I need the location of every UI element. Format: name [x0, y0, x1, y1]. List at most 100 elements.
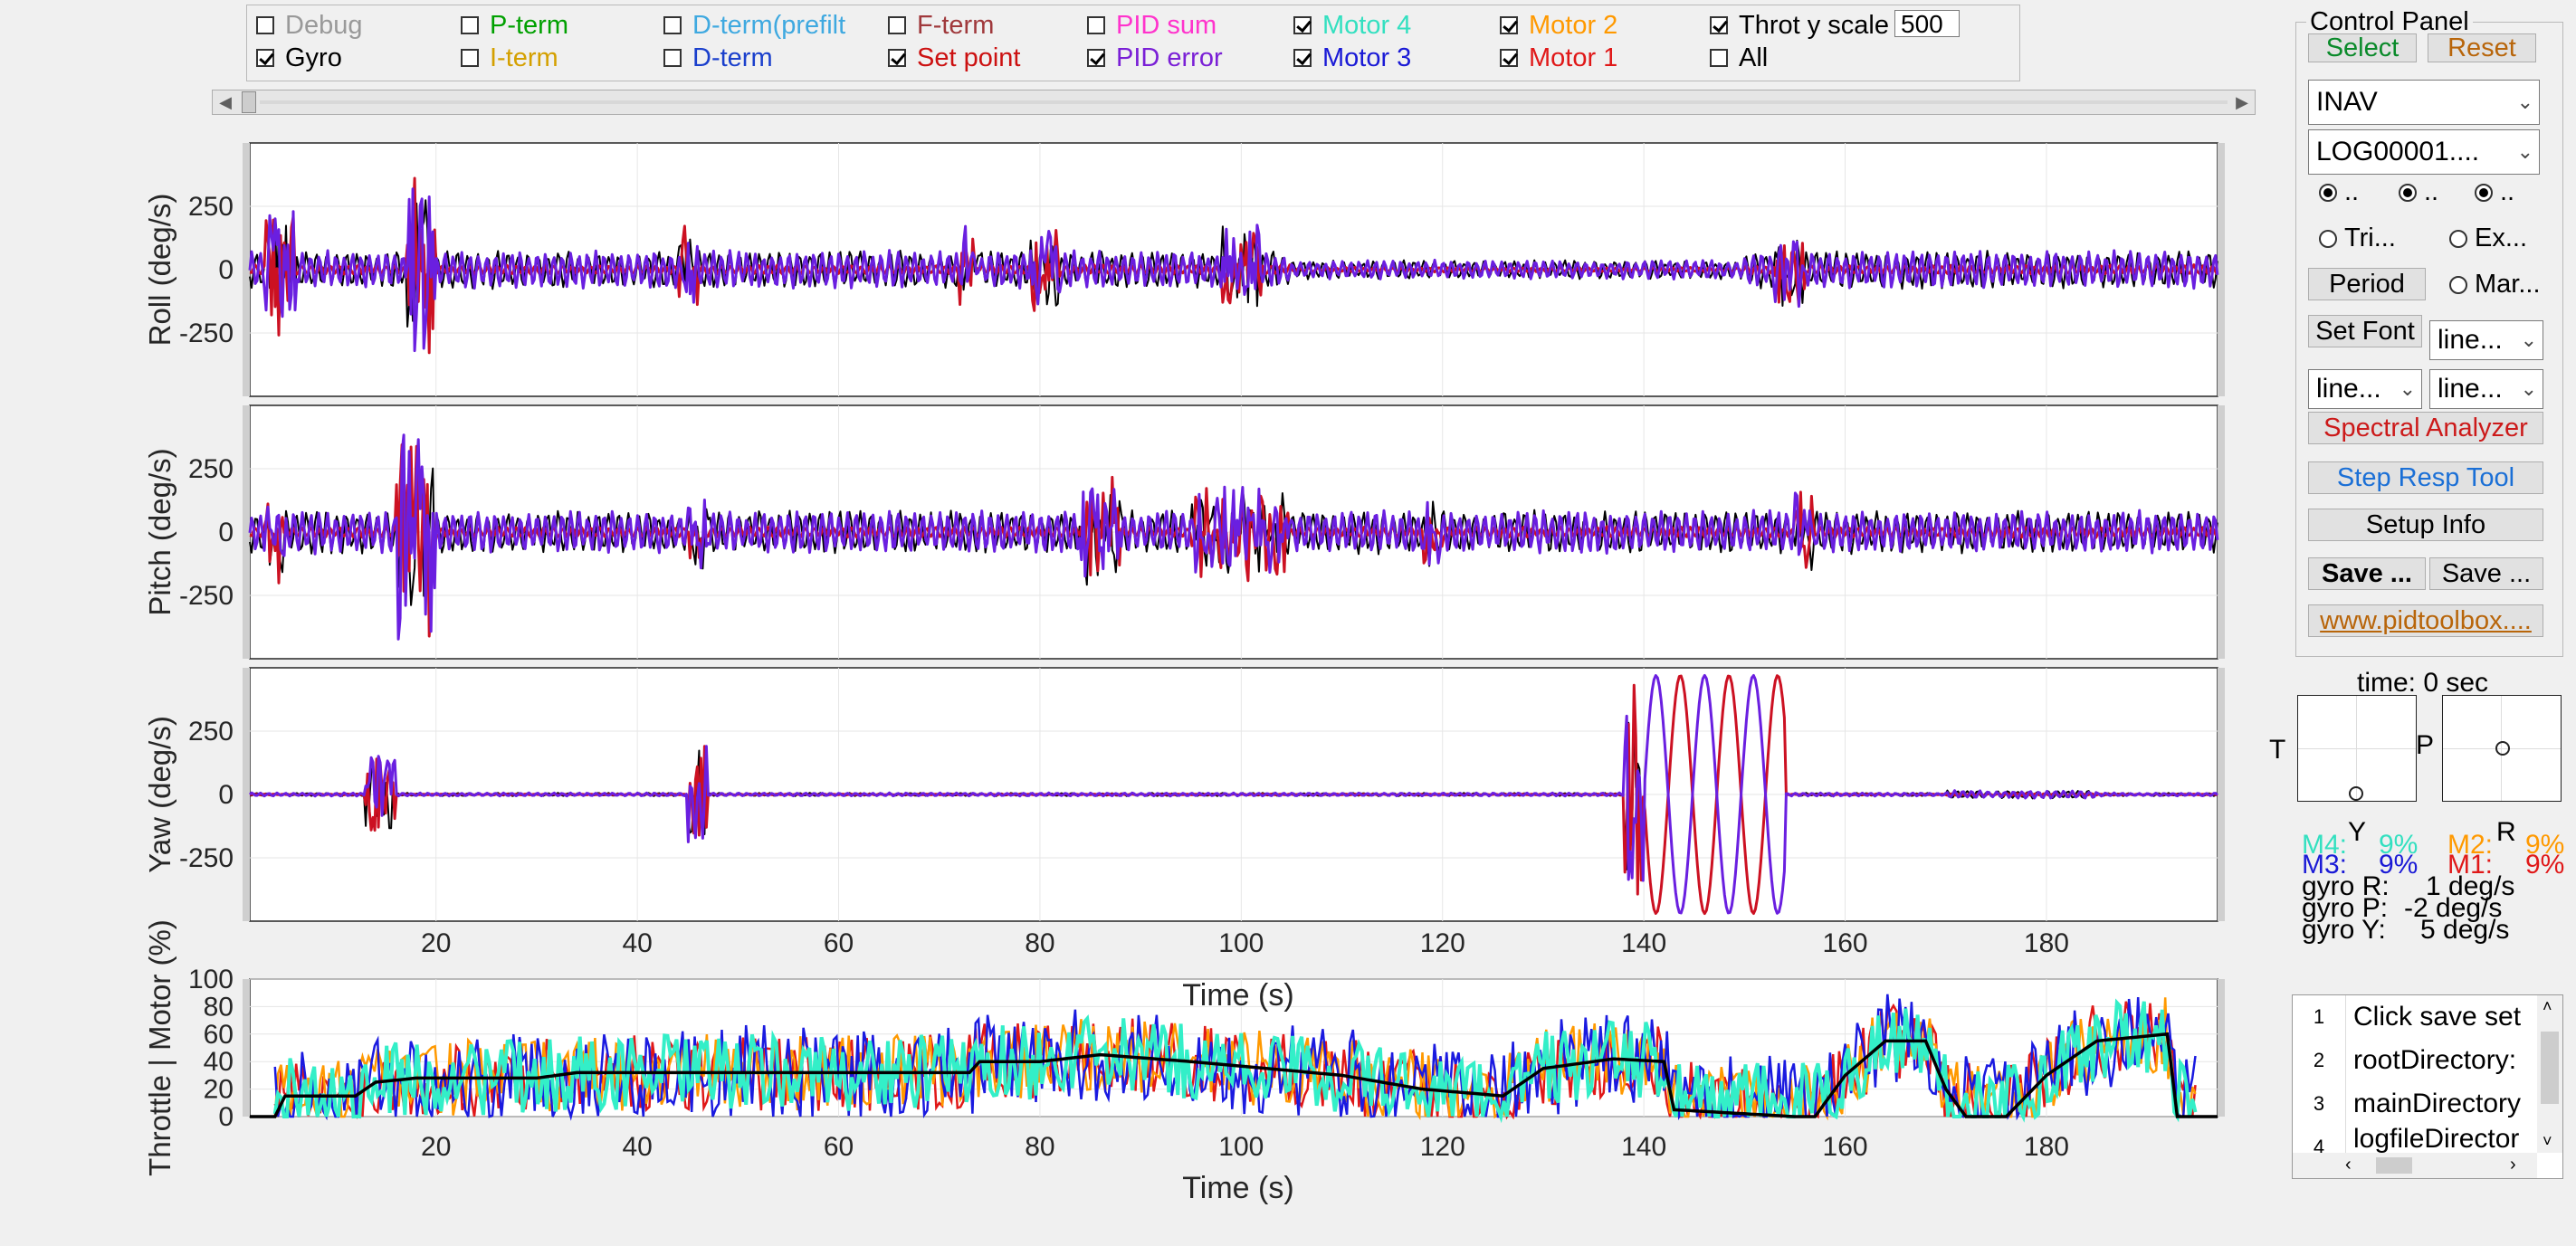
gyro-r-value: 1 deg/s: [2426, 871, 2515, 901]
checkbox-i-term[interactable]: I-term: [461, 43, 558, 72]
reset-button[interactable]: Reset: [2428, 33, 2536, 62]
radio-label: ..: [2500, 177, 2515, 206]
y-tick-label: 0: [218, 1102, 234, 1132]
y-tick-label: 0: [218, 255, 234, 285]
slider-thumb[interactable]: [242, 91, 256, 113]
row-number: 1: [2293, 995, 2346, 1039]
pidtoolbox-link[interactable]: www.pidtoolbox....: [2308, 604, 2543, 637]
x-tick-label: 80: [1025, 928, 1054, 958]
logfile-dropdown[interactable]: LOG00001.... ⌄: [2308, 129, 2540, 175]
slider-track[interactable]: [260, 100, 2228, 104]
table-row[interactable]: 3 mainDirectory: [2293, 1082, 2535, 1126]
checkbox-unchecked-icon: [663, 16, 682, 34]
readout-label-R: R: [2496, 817, 2516, 847]
checkbox-label: Motor 2: [1529, 10, 1618, 40]
chevron-down-icon: ⌄: [2520, 328, 2537, 351]
x-tick-label: 120: [1420, 1132, 1465, 1162]
x-tick-label: 180: [2024, 928, 2069, 958]
line-dropdown-1[interactable]: line... ⌄: [2429, 320, 2543, 360]
checkbox-checked-icon: [1500, 49, 1518, 67]
y-tick-label: 250: [188, 192, 234, 222]
throttle-scale-input[interactable]: 500: [1894, 10, 1960, 38]
dropdown-value: line...: [2438, 325, 2503, 355]
scrollbar-thumb[interactable]: [2376, 1157, 2412, 1174]
checkbox-label: Motor 3: [1322, 43, 1412, 72]
checkbox-d-term-prefilt[interactable]: D-term(prefilt: [663, 11, 845, 40]
line-dropdown-2[interactable]: line... ⌄: [2308, 369, 2422, 409]
checkbox-throt-y-scale[interactable]: Throt y scale: [1710, 11, 1889, 40]
table-row[interactable]: 2 rootDirectory:: [2293, 1039, 2535, 1082]
checkbox-checked-icon: [256, 49, 274, 67]
period-button[interactable]: Period: [2308, 268, 2426, 300]
axis-edge: [2218, 405, 2225, 659]
checkbox-f-term[interactable]: F-term: [888, 11, 994, 40]
checkbox-unchecked-icon: [461, 49, 479, 67]
radio-option-3[interactable]: ..: [2475, 177, 2514, 207]
checkbox-set-point[interactable]: Set point: [888, 43, 1020, 72]
scrollbar-thumb[interactable]: [2541, 1032, 2559, 1104]
chevron-down-icon: ⌄: [2516, 90, 2533, 113]
radio-dot-icon: [2399, 183, 2417, 202]
time-slider[interactable]: ◀ ▶: [212, 90, 2256, 115]
checkbox-label: Set point: [917, 43, 1021, 72]
x-tick-label: 100: [1218, 1132, 1264, 1162]
checkbox-motor-1[interactable]: Motor 1: [1500, 43, 1617, 72]
scroll-left-icon[interactable]: ‹: [2345, 1155, 2352, 1175]
select-button[interactable]: Select: [2308, 33, 2417, 62]
line-dropdown-3[interactable]: line... ⌄: [2429, 369, 2543, 409]
setup-info-button[interactable]: Setup Info: [2308, 509, 2543, 541]
row-value: rootDirectory:: [2353, 1045, 2517, 1075]
table-horizontal-scrollbar[interactable]: ‹ ›: [2293, 1153, 2537, 1178]
checkbox-checked-icon: [1710, 16, 1728, 34]
motor-trace-line: [273, 994, 2197, 1121]
checkbox-p-term[interactable]: P-term: [461, 11, 568, 40]
radio-ex[interactable]: Ex...: [2449, 224, 2527, 253]
spectral-analyzer-button[interactable]: Spectral Analyzer: [2308, 412, 2543, 444]
readout-label-Y: Y: [2348, 817, 2367, 847]
y-tick-label: -250: [179, 319, 234, 348]
gyro-p-value: -2 deg/s: [2404, 893, 2503, 923]
radio-tri[interactable]: Tri...: [2319, 224, 2396, 253]
set-font-button[interactable]: Set Font: [2308, 315, 2422, 347]
scroll-up-icon[interactable]: ˄: [2543, 997, 2552, 1015]
checkbox-label: P-term: [490, 10, 568, 40]
x-tick-label: 140: [1621, 928, 1666, 958]
step-resp-tool-button[interactable]: Step Resp Tool: [2308, 461, 2543, 494]
save-settings-button[interactable]: Save ...: [2429, 557, 2543, 590]
radio-label: Mar...: [2475, 270, 2541, 299]
table-vertical-scrollbar[interactable]: ˄ ˅: [2537, 995, 2562, 1153]
checkbox-d-term[interactable]: D-term: [663, 43, 773, 72]
x-axis-label-top: Time (s): [1182, 978, 1293, 1013]
table-row[interactable]: 1 Click save set: [2293, 995, 2535, 1039]
table-row[interactable]: 4 logfileDirector: [2293, 1126, 2535, 1153]
x-tick-label: 20: [421, 928, 451, 958]
m3-label: M3:: [2302, 850, 2348, 880]
checkbox-pid-sum[interactable]: PID sum: [1087, 11, 1216, 40]
radio-mar[interactable]: Mar...: [2449, 270, 2541, 300]
scroll-down-icon[interactable]: ˅: [2543, 1132, 2552, 1150]
checkbox-label: Motor 1: [1529, 43, 1618, 72]
checkbox-motor-2[interactable]: Motor 2: [1500, 11, 1617, 40]
settings-table[interactable]: 1 Click save set 2 rootDirectory: 3 mainDir…: [2292, 994, 2563, 1179]
checkbox-motor-3[interactable]: Motor 3: [1293, 43, 1411, 72]
radio-option-2[interactable]: ..: [2399, 177, 2438, 207]
checkbox-gyro[interactable]: Gyro: [256, 43, 342, 72]
y-tick-label: 60: [204, 1020, 234, 1050]
slider-right-arrow-icon[interactable]: ▶: [2229, 90, 2255, 114]
time-readout: time: 0 sec: [2357, 668, 2489, 698]
checkbox-pid-error[interactable]: PID error: [1087, 43, 1223, 72]
checkbox-motor-4[interactable]: Motor 4: [1293, 11, 1411, 40]
scroll-right-icon[interactable]: ›: [2510, 1155, 2516, 1175]
checkbox-label: D-term(prefilt: [692, 10, 846, 40]
x-tick-label: 60: [824, 928, 854, 958]
m1-label: M1:: [2447, 850, 2494, 880]
save-figure-button[interactable]: Save ...: [2308, 557, 2426, 590]
m2-value: 9%: [2525, 830, 2565, 860]
x-tick-label: 40: [622, 928, 652, 958]
firmware-dropdown[interactable]: INAV ⌄: [2308, 80, 2540, 125]
gyro-y-label: gyro Y:: [2302, 915, 2386, 945]
radio-option-1[interactable]: ..: [2319, 177, 2359, 207]
slider-left-arrow-icon[interactable]: ◀: [213, 90, 238, 114]
checkbox-all[interactable]: All: [1710, 43, 1768, 72]
checkbox-debug[interactable]: Debug: [256, 11, 362, 40]
